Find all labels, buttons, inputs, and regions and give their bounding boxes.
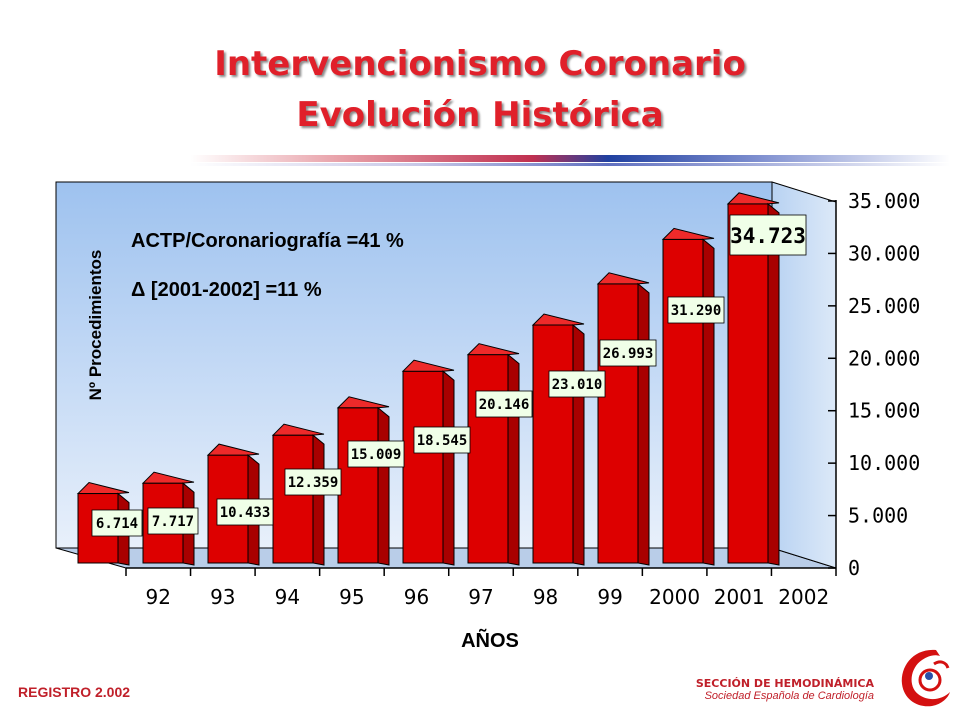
x-tick-label: 99 (597, 585, 622, 609)
bar-97 (401, 359, 455, 566)
value-label-box (347, 440, 405, 468)
ratio-annotation: ACTP/Coronariografía =41 % (131, 230, 404, 252)
value-label-box (475, 390, 533, 418)
bar-side (312, 434, 325, 566)
bar-front (402, 370, 444, 564)
value-label-box (91, 509, 143, 537)
bar-top (271, 423, 325, 436)
bar-front (272, 434, 314, 564)
bar-top (206, 443, 260, 456)
y-tick-label: 20.000 (848, 346, 920, 370)
x-tick-label: 97 (468, 585, 493, 609)
bar-top (596, 272, 650, 285)
bar-top (336, 396, 390, 409)
bar-side (702, 238, 715, 566)
value-label: 7.717 (152, 514, 194, 530)
bar-side (767, 202, 780, 566)
value-label-box (284, 468, 342, 496)
bar-2002 (726, 192, 780, 566)
x-tick-label: 98 (533, 585, 558, 609)
bar-top (726, 192, 780, 205)
x-tick-label: 94 (275, 585, 300, 609)
bar-top (466, 343, 520, 356)
x-tick-label: 96 (404, 585, 429, 609)
value-label: 10.433 (220, 505, 271, 521)
section-credit: SECCIÓN DE HEMODINÁMICA Sociedad Español… (696, 677, 874, 702)
bar-98 (466, 343, 520, 566)
bar-side (507, 353, 520, 566)
society-name: Sociedad Española de Cardiología (704, 690, 874, 702)
x-tick-label: 93 (210, 585, 235, 609)
value-label: 18.545 (417, 433, 468, 449)
bar-top (141, 471, 195, 484)
y-axis-label: Nº Procedimientos (86, 250, 105, 401)
value-label: 12.359 (288, 475, 339, 491)
bar-front (467, 354, 509, 564)
bar-front (662, 238, 704, 564)
x-tick-label: 2000 (649, 585, 700, 609)
bar-side (637, 282, 650, 566)
bar-top (76, 482, 130, 495)
bar-side (377, 406, 390, 566)
y-tick-label: 0 (848, 556, 860, 580)
value-label-box (599, 339, 657, 367)
y-tick-label: 35.000 (848, 189, 920, 213)
bar-96 (336, 396, 390, 566)
bar-top (401, 359, 455, 372)
bar-side (442, 370, 455, 566)
x-tick-label: 2002 (778, 585, 829, 609)
value-label-box (147, 507, 199, 535)
bar-front (532, 324, 574, 564)
page-title: Intervencionismo Coronario (214, 44, 746, 84)
value-label: 20.146 (479, 397, 530, 413)
bar-2000 (596, 272, 650, 566)
value-label: 26.993 (603, 346, 654, 362)
value-label: 15.009 (351, 447, 402, 463)
value-label-box (729, 214, 807, 256)
value-label-box (216, 498, 274, 526)
y-tick-label: 10.000 (848, 451, 920, 475)
page-subtitle: Evolución Histórica (296, 95, 664, 135)
bar-top (531, 313, 585, 326)
value-label-box (548, 370, 606, 398)
bar-front (337, 407, 379, 564)
bar-2001 (661, 227, 715, 566)
y-tick-label: 25.000 (848, 294, 920, 318)
bar-top (661, 227, 715, 240)
value-label-box (413, 426, 471, 454)
x-axis-label: AÑOS (461, 629, 519, 652)
x-tick-label: 95 (339, 585, 364, 609)
bar-99 (531, 313, 585, 566)
y-tick-label: 5.000 (848, 504, 908, 528)
society-logo-icon (901, 649, 950, 707)
title-divider-lower (190, 163, 950, 166)
y-tick-label: 15.000 (848, 399, 920, 423)
registry-label: REGISTRO 2.002 (18, 684, 131, 700)
value-label: 34.723 (730, 224, 806, 248)
x-tick-label: 92 (146, 585, 171, 609)
value-label: 31.290 (671, 303, 722, 319)
bar-95 (271, 423, 325, 566)
bar-front (727, 203, 769, 564)
x-tick-label: 2001 (714, 585, 765, 609)
bar-front (597, 283, 639, 564)
value-label: 6.714 (96, 516, 138, 532)
delta-annotation: Δ [2001-2002] =11 % (131, 279, 322, 301)
title-divider (190, 155, 950, 162)
value-label: 23.010 (552, 377, 603, 393)
y-tick-label: 30.000 (848, 241, 920, 265)
value-label-box (667, 296, 725, 324)
bar-side (572, 323, 585, 566)
section-name: SECCIÓN DE HEMODINÁMICA (695, 677, 874, 690)
